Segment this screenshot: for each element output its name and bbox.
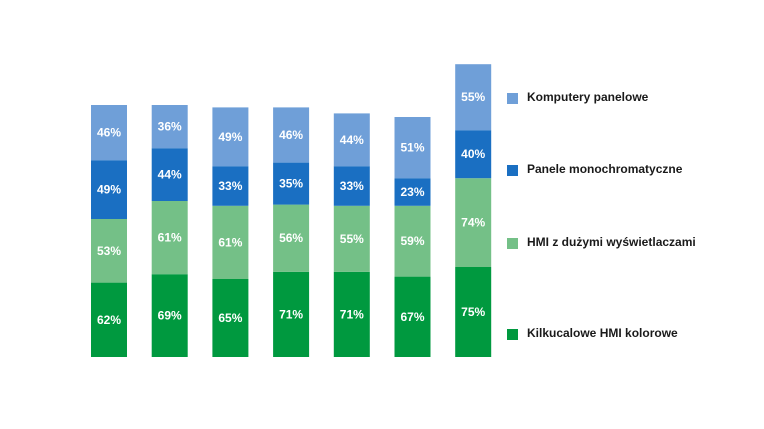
- bar-segment-4-series-4: [273, 107, 310, 163]
- legend-label-hmi-z-duzymi-wyswietlaczami: HMI z dużymi wyświetlaczami: [527, 235, 696, 249]
- data-label-5-series-1: 71%: [340, 307, 364, 321]
- bar-segment-6-series-2: [394, 205, 431, 277]
- legend-swatch-komputery-panelowe: [507, 93, 518, 104]
- legend-swatch-panele-monochromatyczne: [507, 165, 518, 176]
- bar-segment-3-series-2: [212, 205, 249, 279]
- data-label-1-series-2: 53%: [97, 244, 121, 258]
- bar-segment-2-series-1: [151, 274, 188, 357]
- bar-segment-2-series-4: [151, 105, 188, 149]
- bar-segment-7-series-3: [455, 130, 492, 179]
- data-label-3-series-1: 65%: [218, 311, 242, 325]
- legend-item-hmi-z-duzymi-wyswietlaczami: HMI z dużymi wyświetlaczami: [507, 235, 697, 252]
- bar-segment-4-series-1: [273, 271, 310, 357]
- bar-segment-7-series-4: [455, 64, 492, 131]
- data-label-6-series-3: 23%: [400, 185, 424, 199]
- bar-segment-5-series-4: [333, 113, 370, 167]
- data-label-2-series-2: 61%: [158, 231, 182, 245]
- bar-segment-5-series-2: [333, 205, 370, 272]
- legend-swatch-hmi-z-duzymi-wyswietlaczami: [507, 238, 518, 249]
- data-label-3-series-3: 33%: [218, 179, 242, 193]
- legend-label-komputery-panelowe: Komputery panelowe: [527, 90, 649, 104]
- bar-segment-4-series-3: [273, 162, 310, 205]
- legend-item-komputery-panelowe: Komputery panelowe: [507, 90, 697, 107]
- bar-segment-1-series-3: [91, 160, 127, 219]
- data-label-5-series-2: 55%: [340, 232, 364, 246]
- data-label-7-series-3: 40%: [461, 147, 485, 161]
- legend-label-panele-monochromatyczne: Panele monochromatyczne: [527, 162, 683, 176]
- bar-segment-7-series-2: [455, 178, 492, 267]
- data-label-4-series-3: 35%: [279, 177, 303, 191]
- bar-segment-6-series-4: [394, 117, 431, 179]
- data-label-3-series-4: 49%: [218, 130, 242, 144]
- data-label-5-series-3: 33%: [340, 179, 364, 193]
- legend-swatch-kilkucalowe-hmi-kolorowe: [507, 329, 518, 340]
- data-label-4-series-1: 71%: [279, 307, 303, 321]
- bar-segment-2-series-2: [151, 201, 188, 275]
- data-label-4-series-2: 56%: [279, 231, 303, 245]
- bar-segment-7-series-1: [455, 267, 492, 357]
- legend-item-kilkucalowe-hmi-kolorowe: Kilkucalowe HMI kolorowe: [507, 326, 697, 343]
- legend-label-kilkucalowe-hmi-kolorowe: Kilkucalowe HMI kolorowe: [527, 326, 678, 340]
- data-label-6-series-2: 59%: [400, 234, 424, 248]
- bar-segment-5-series-3: [333, 166, 370, 206]
- data-label-7-series-4: 55%: [461, 90, 485, 104]
- data-label-1-series-3: 49%: [97, 183, 121, 197]
- data-label-3-series-2: 61%: [218, 235, 242, 249]
- data-label-6-series-4: 51%: [400, 141, 424, 155]
- data-label-2-series-1: 69%: [158, 309, 182, 323]
- bar-segment-1-series-1: [91, 282, 127, 357]
- data-label-1-series-1: 62%: [97, 313, 121, 327]
- data-label-4-series-4: 46%: [279, 128, 303, 142]
- data-label-2-series-4: 36%: [158, 120, 182, 134]
- legend: Komputery panelowe Panele monochromatycz…: [507, 0, 757, 429]
- bar-segment-3-series-4: [212, 107, 249, 167]
- data-label-7-series-2: 74%: [461, 216, 485, 230]
- bar-segment-4-series-2: [273, 204, 310, 272]
- data-label-2-series-3: 44%: [158, 168, 182, 182]
- data-label-5-series-4: 44%: [340, 133, 364, 147]
- bar-segment-3-series-3: [212, 166, 249, 206]
- data-label-6-series-1: 67%: [400, 310, 424, 324]
- bar-segment-5-series-1: [333, 271, 370, 357]
- bar-segment-6-series-1: [394, 276, 431, 357]
- bar-segment-3-series-1: [212, 279, 249, 357]
- data-label-1-series-4: 46%: [97, 126, 121, 140]
- legend-item-panele-monochromatyczne: Panele monochromatyczne: [507, 162, 697, 179]
- bar-segment-1-series-4: [91, 105, 127, 161]
- bar-segment-1-series-2: [91, 219, 127, 283]
- data-label-7-series-1: 75%: [461, 305, 485, 319]
- bar-segment-2-series-3: [151, 148, 188, 201]
- bar-segment-6-series-3: [394, 178, 431, 206]
